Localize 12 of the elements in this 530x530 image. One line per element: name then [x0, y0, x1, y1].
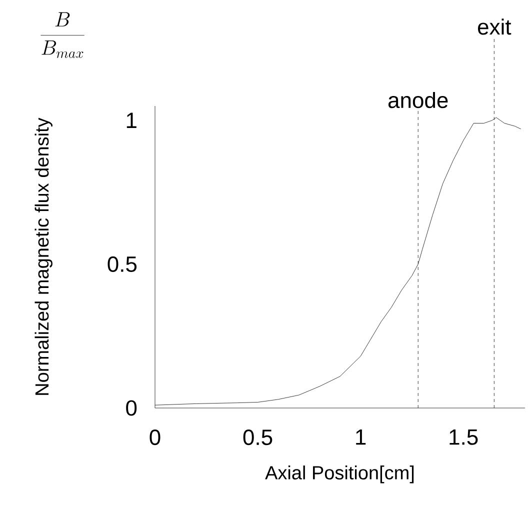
x-tick-label: 0.5: [243, 430, 272, 446]
y-tick-label: 1: [126, 112, 136, 128]
ref-line-label: anode: [388, 92, 448, 108]
text: $\frac{B}{B_{max}}$: [40, 12, 84, 58]
x-tick-label: 1.5: [450, 430, 478, 445]
x-tick-label: 1: [356, 430, 366, 445]
x-axis-title: Axial Position[cm]: [265, 466, 414, 484]
y-axis-title: Normalized magnetic flux density: [34, 118, 52, 395]
y-tick-label: 0: [126, 400, 137, 416]
ref-line-label: exit: [478, 18, 512, 35]
x-tick-label: 0: [150, 430, 160, 446]
y-tick-label: 0.5: [108, 256, 137, 272]
